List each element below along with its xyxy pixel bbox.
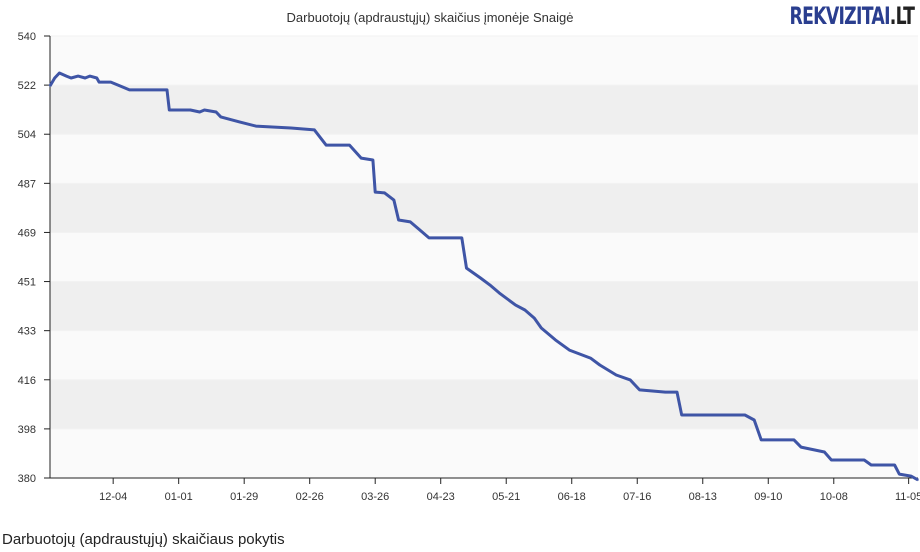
data-point xyxy=(88,75,91,77)
x-tick-label: 04-23 xyxy=(427,491,455,503)
data-point xyxy=(479,277,482,279)
data-point xyxy=(599,364,601,366)
data-point xyxy=(166,89,168,91)
data-point xyxy=(744,414,746,416)
data-point xyxy=(393,199,395,201)
line-chart: 540 522 504 487 469 451 433 416 398 380 12-04 01-01… xyxy=(18,31,920,503)
data-point xyxy=(540,327,543,329)
data-point xyxy=(498,292,501,294)
y-tick-label: 380 xyxy=(18,473,36,485)
y-tick-label: 504 xyxy=(18,129,36,141)
data-point xyxy=(255,125,257,127)
data-point xyxy=(290,127,292,129)
series-line xyxy=(48,71,919,482)
data-point xyxy=(489,284,491,286)
data-point xyxy=(629,379,632,381)
data-point xyxy=(119,85,121,87)
data-point xyxy=(49,85,51,87)
data-point xyxy=(615,374,617,376)
x-tick-label: 10-08 xyxy=(820,491,848,503)
chart-title: Darbuotojų (apdraustųjų) skaičius įmonėj… xyxy=(286,10,574,25)
data-point xyxy=(269,126,271,128)
data-point xyxy=(58,72,61,74)
data-point xyxy=(760,439,763,441)
x-tick-label: 08-13 xyxy=(689,491,717,503)
data-point xyxy=(823,451,826,453)
data-point xyxy=(514,304,517,306)
x-tick-label: 12-04 xyxy=(99,491,127,503)
data-point xyxy=(198,111,201,113)
rekvizitai-logo[interactable]: REKVIZITAI.LT xyxy=(789,2,914,30)
data-point xyxy=(418,229,421,231)
data-point xyxy=(98,81,100,83)
x-tick-label: 05-21 xyxy=(492,491,520,503)
x-tick-label: 06-18 xyxy=(558,491,586,503)
data-point xyxy=(917,479,919,481)
data-point xyxy=(409,221,412,223)
data-point xyxy=(215,111,217,113)
x-tick-label: 01-01 xyxy=(165,491,193,503)
data-point xyxy=(128,89,131,91)
data-point xyxy=(793,439,795,441)
x-tick-label: 01-29 xyxy=(230,491,258,503)
data-point xyxy=(372,159,374,161)
y-tick-label: 433 xyxy=(18,326,36,338)
y-tick-label: 522 xyxy=(18,80,36,92)
y-tick-label: 469 xyxy=(18,227,36,239)
data-point xyxy=(638,389,641,391)
data-point xyxy=(70,77,72,79)
data-point xyxy=(524,309,526,311)
data-point xyxy=(910,475,912,477)
x-tick-label: 02-26 xyxy=(296,491,324,503)
data-point xyxy=(65,75,68,77)
data-point xyxy=(168,109,171,111)
data-point xyxy=(313,129,316,131)
data-point xyxy=(893,464,896,466)
plot-band xyxy=(50,183,918,233)
data-point xyxy=(680,414,683,416)
data-point xyxy=(863,459,865,461)
data-point xyxy=(383,192,386,194)
data-point xyxy=(84,77,86,79)
data-point xyxy=(870,464,873,466)
data-point xyxy=(676,391,678,393)
x-tick-label: 11-05 xyxy=(895,491,920,503)
y-tick-label: 398 xyxy=(18,424,36,436)
y-tick-label: 416 xyxy=(18,375,36,387)
data-point xyxy=(568,349,571,351)
data-point xyxy=(397,219,400,221)
data-point xyxy=(189,109,192,111)
data-point xyxy=(898,473,901,475)
plot-band xyxy=(50,379,918,429)
data-point xyxy=(533,317,536,319)
data-point xyxy=(360,157,362,159)
data-point xyxy=(800,446,802,448)
y-tick-label: 451 xyxy=(18,277,36,289)
x-tick-label: 03-26 xyxy=(361,491,389,503)
data-point xyxy=(753,419,756,421)
data-point xyxy=(465,267,468,269)
data-point xyxy=(830,459,833,461)
data-point xyxy=(95,77,98,79)
chart-caption: Darbuotojų (apdraustųjų) skaičiaus pokyt… xyxy=(2,531,285,548)
data-point xyxy=(203,109,206,111)
data-point xyxy=(428,237,430,239)
data-point xyxy=(238,121,241,123)
data-point xyxy=(219,116,222,118)
data-point xyxy=(374,191,377,193)
data-point xyxy=(589,357,592,359)
data-point xyxy=(664,391,667,393)
data-point xyxy=(53,77,56,79)
data-point xyxy=(348,144,351,146)
plot-band xyxy=(50,281,918,331)
data-point xyxy=(77,75,79,77)
y-tick-label: 540 xyxy=(18,31,36,43)
data-point xyxy=(110,81,112,83)
data-point xyxy=(325,144,327,146)
data-point xyxy=(554,339,557,341)
data-point xyxy=(460,237,463,239)
x-tick-label: 07-16 xyxy=(623,491,651,503)
y-tick-label: 487 xyxy=(18,178,36,190)
x-tick-label: 09-10 xyxy=(754,491,782,503)
